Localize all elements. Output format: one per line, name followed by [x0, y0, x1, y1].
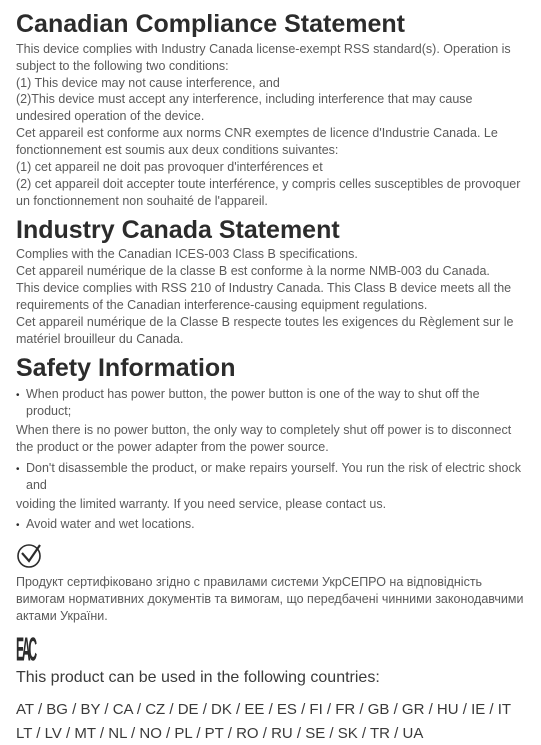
eac-mark-icon: EAC [16, 633, 296, 666]
canadian-p1: This device complies with Industry Canad… [16, 41, 525, 75]
industry-p3: This device complies with RSS 210 of Ind… [16, 280, 525, 314]
safety-list-2: Don't disassemble the product, or make r… [16, 460, 525, 494]
industry-p1: Complies with the Canadian ICES-003 Clas… [16, 246, 525, 263]
heading-canadian-compliance: Canadian Compliance Statement [16, 10, 525, 39]
heading-industry-canada: Industry Canada Statement [16, 216, 525, 245]
ukr-cert-text: Продукт сертифіковано згідно с правилами… [16, 574, 525, 625]
safety-bullet-3: Avoid water and wet locations. [16, 516, 525, 533]
canadian-p3: (2)This device must accept any interfere… [16, 91, 525, 125]
safety-list-3: Avoid water and wet locations. [16, 516, 525, 533]
safety-list: When product has power button, the power… [16, 386, 525, 420]
heading-safety-info: Safety Information [16, 354, 525, 383]
industry-p4: Cet appareil numérique de la Classe B re… [16, 314, 525, 348]
canadian-p4: Cet appareil est conforme aux norms CNR … [16, 125, 525, 159]
industry-p2: Cet appareil numérique de la classe B es… [16, 263, 525, 280]
certification-icon [16, 543, 525, 574]
canadian-p2: (1) This device may not cause interferen… [16, 75, 525, 92]
canadian-p6: (2) cet appareil doit accepter toute int… [16, 176, 525, 210]
safety-bullet-2: Don't disassemble the product, or make r… [16, 460, 525, 494]
canadian-p5: (1) cet appareil ne doit pas provoquer d… [16, 159, 525, 176]
countries-intro: This product can be used in the followin… [16, 667, 525, 689]
safety-bullet-1-sub: When there is no power button, the only … [16, 422, 525, 456]
safety-bullet-1: When product has power button, the power… [16, 386, 525, 420]
safety-bullet-2-sub: voiding the limited warranty. If you nee… [16, 496, 525, 513]
countries-list: AT / BG / BY / CA / CZ / DE / DK / EE / … [16, 698, 525, 745]
